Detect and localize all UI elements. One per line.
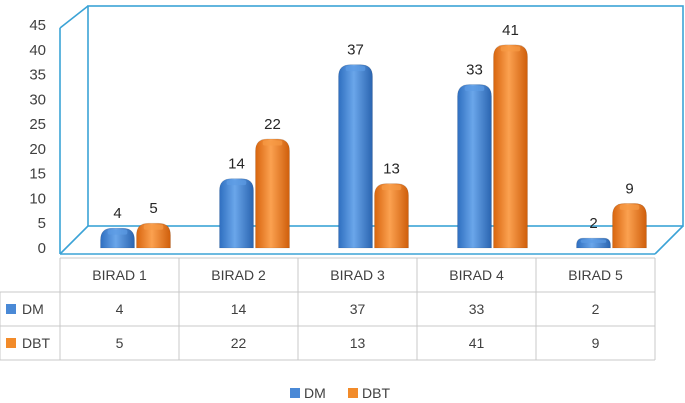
y-tick-label: 45	[29, 17, 46, 34]
table-value-cell: 13	[350, 335, 366, 351]
y-tick-label: 30	[29, 91, 46, 108]
legend: DM DBT	[290, 385, 390, 401]
bar-dm-3	[338, 64, 373, 249]
data-label-dm-2: 14	[228, 156, 245, 173]
data-label-dm-4: 33	[466, 61, 483, 78]
table-value-cell: 5	[116, 335, 124, 351]
bar-dbt-4	[493, 44, 528, 249]
y-tick-label: 40	[29, 42, 46, 59]
y-tick-label: 5	[38, 215, 46, 232]
legend-label: DBT	[362, 385, 390, 401]
data-label-dbt-5: 9	[625, 180, 633, 197]
table-value-cell: 14	[231, 301, 247, 317]
data-label-dbt-2: 22	[264, 116, 281, 133]
y-axis: 0 5 10 15 20 25 30 35 40 45	[29, 17, 46, 257]
bar-dbt-5	[612, 203, 647, 249]
data-label-dbt-3: 13	[383, 161, 400, 178]
table-series-name: DBT	[22, 335, 50, 351]
data-labels: 4 5 14 22 37 13 33 41 2 9	[113, 22, 633, 232]
data-label-dm-1: 4	[113, 205, 121, 222]
legend-label: DM	[304, 385, 326, 401]
table-value-cell: 9	[592, 335, 600, 351]
y-tick-label: 25	[29, 116, 46, 133]
y-tick-label: 35	[29, 67, 46, 84]
y-tick-label: 10	[29, 190, 46, 207]
bar-dm-2	[219, 178, 254, 249]
data-label-dbt-1: 5	[149, 200, 157, 217]
table-legend-key	[6, 304, 16, 314]
data-label-dbt-4: 41	[502, 22, 519, 39]
table-value-cell: 2	[592, 301, 600, 317]
table-value-cell: 4	[116, 301, 124, 317]
y-tick-label: 15	[29, 166, 46, 183]
data-label-dm-3: 37	[347, 42, 364, 59]
floor-edge-left	[59, 225, 89, 255]
bar-dbt-3	[374, 183, 409, 249]
table-legend-key	[6, 338, 16, 348]
bar-dm-5	[576, 237, 611, 249]
table-value-cell: 22	[231, 335, 247, 351]
data-label-dm-5: 2	[589, 215, 597, 232]
table-header-cell: BIRAD 3	[330, 267, 385, 283]
data-table: BIRAD 1 BIRAD 2 BIRAD 3 BIRAD 4 BIRAD 5DM 4 14…	[0, 257, 656, 361]
table-value-cell: 33	[469, 301, 485, 317]
table-header-cell: BIRAD 1	[92, 267, 147, 283]
table-value-cell: 41	[469, 335, 485, 351]
legend-swatch	[348, 388, 358, 398]
floor-edge-right	[654, 225, 684, 255]
table-header-cell: BIRAD 5	[568, 267, 623, 283]
bar-dbt-1	[136, 222, 171, 249]
table-value-cell: 37	[350, 301, 366, 317]
table-header-cell: BIRAD 2	[211, 267, 266, 283]
wall-edge-left	[59, 5, 89, 29]
bar-dbt-2	[255, 138, 290, 249]
bars	[100, 44, 647, 249]
bar-dm-4	[457, 84, 492, 249]
table-series-name: DM	[22, 301, 44, 317]
bar-dm-1	[100, 227, 135, 249]
y-tick-label: 0	[38, 240, 46, 257]
table-header-cell: BIRAD 4	[449, 267, 504, 283]
y-tick-label: 20	[29, 141, 46, 158]
legend-swatch	[290, 388, 300, 398]
